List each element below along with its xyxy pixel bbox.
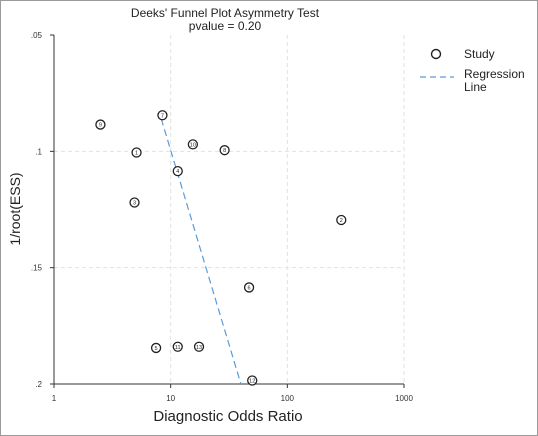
study-point-7: 7 (157, 110, 168, 121)
legend-study-label: Study (464, 47, 495, 61)
study-label: 12 (249, 379, 255, 385)
y-tick-label: .1 (35, 147, 42, 156)
chart-title: Deeks' Funnel Plot Asymmetry Test (131, 6, 320, 20)
study-label: 4 (176, 169, 179, 175)
study-marker (336, 214, 347, 226)
study-point-11: 11 (172, 341, 183, 352)
regression-line (160, 118, 242, 385)
legend-study-symbol (430, 48, 442, 60)
study-label: 1 (135, 150, 138, 156)
y-tick-label: .05 (31, 31, 43, 40)
grid-lines (54, 35, 405, 385)
study-label: 3 (133, 201, 136, 207)
y-axis-label: 1/root(ESS) (7, 172, 23, 245)
study-marker (131, 147, 142, 158)
study-marker (193, 341, 205, 352)
study-points: 9 7 10 8 1 4 3 2 6 5 11 13 12 (95, 110, 347, 386)
study-marker (172, 165, 183, 177)
study-marker (157, 110, 168, 121)
x-tick-label: 1 (52, 394, 57, 403)
study-marker (172, 341, 183, 352)
study-point-6: 6 (243, 282, 255, 293)
study-point-4: 4 (172, 165, 183, 177)
study-marker (247, 375, 258, 386)
study-point-5: 5 (150, 342, 162, 354)
study-point-9: 9 (95, 119, 106, 130)
tick-labels: 1 10 100 1000 .05 .1 .15 .2 (31, 31, 414, 403)
study-point-8: 8 (219, 145, 230, 156)
study-label: 11 (175, 345, 181, 351)
study-label: 10 (190, 142, 196, 148)
x-tick-label: 10 (166, 394, 175, 403)
axes (50, 34, 405, 388)
study-marker (95, 119, 106, 130)
x-tick-label: 100 (281, 394, 295, 403)
study-label: 6 (248, 285, 251, 291)
legend: Study Regression Line (420, 47, 525, 94)
study-marker (243, 282, 255, 293)
study-marker (150, 342, 162, 354)
y-tick-label: .15 (31, 264, 43, 273)
legend-regression-label: Regression Line (464, 67, 525, 94)
study-point-10: 10 (187, 139, 199, 150)
study-marker (219, 145, 230, 156)
study-marker (129, 197, 140, 208)
study-point-3: 3 (129, 197, 140, 208)
study-label: 9 (99, 123, 102, 129)
regression-line-group (160, 118, 242, 385)
x-tick-label: 1000 (395, 394, 413, 403)
x-axis-label: Diagnostic Odds Ratio (153, 408, 302, 425)
study-label: 13 (196, 345, 202, 351)
study-label: 2 (340, 218, 343, 224)
chart-subtitle: pvalue = 0.20 (189, 19, 262, 33)
study-point-12: 12 (247, 375, 258, 386)
study-point-2: 2 (336, 214, 347, 226)
y-tick-label: .2 (35, 380, 42, 389)
study-marker (187, 139, 199, 150)
study-label: 7 (161, 113, 164, 119)
study-label: 8 (223, 148, 226, 154)
study-point-1: 1 (131, 147, 142, 158)
study-point-13: 13 (193, 341, 205, 352)
study-label: 5 (155, 346, 158, 352)
